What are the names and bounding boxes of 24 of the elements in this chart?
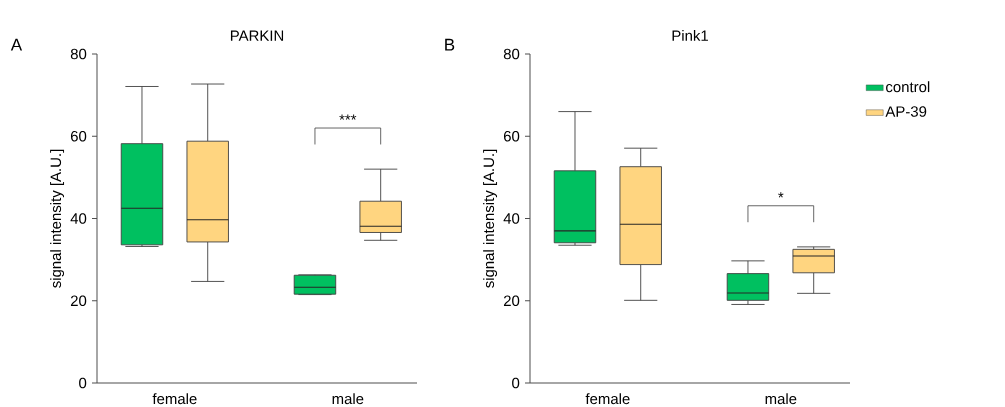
- y-tick-label: 0: [512, 377, 520, 389]
- x-tick-label: female: [585, 393, 630, 405]
- legend-label: AP-39: [885, 106, 927, 117]
- annotation: ***: [339, 114, 357, 120]
- annotation: *: [778, 192, 784, 198]
- text: A: [10, 38, 23, 51]
- y-tick-label: 20: [70, 295, 87, 307]
- y-axis-title: signal intensity [A.U.]: [483, 149, 498, 288]
- y-tick-label: 80: [503, 48, 520, 60]
- legend-label: control: [886, 81, 930, 93]
- chart-title: Pink1: [672, 30, 708, 41]
- y-tick-label: 60: [70, 130, 87, 142]
- y-tick-label: 60: [503, 130, 520, 142]
- x-tick-label: male: [765, 393, 797, 405]
- text: B: [445, 38, 455, 51]
- y-tick-label: 40: [503, 213, 520, 224]
- y-axis-title: signal intensity [A.U.]: [50, 149, 65, 288]
- y-tick-label: 20: [503, 295, 520, 307]
- chart-title: PARKIN: [230, 30, 284, 41]
- y-tick-label: 80: [70, 48, 87, 60]
- y-tick-label: 0: [79, 377, 87, 389]
- y-tick-label: 40: [70, 213, 87, 224]
- x-tick-label: male: [332, 393, 364, 405]
- x-tick-label: female: [152, 393, 197, 405]
